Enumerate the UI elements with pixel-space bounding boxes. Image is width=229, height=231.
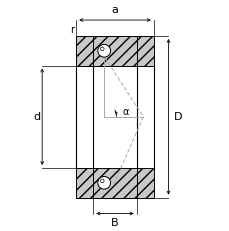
Circle shape <box>97 44 110 57</box>
Bar <box>76 168 93 198</box>
Circle shape <box>100 179 104 183</box>
Bar <box>93 36 136 66</box>
Text: a: a <box>111 6 118 15</box>
Bar <box>93 168 136 198</box>
Bar <box>76 168 93 198</box>
Text: B: B <box>111 218 118 228</box>
Circle shape <box>97 176 110 189</box>
Bar <box>76 66 153 168</box>
Text: α: α <box>122 107 128 117</box>
Text: d: d <box>33 112 40 122</box>
Text: D: D <box>173 112 182 122</box>
Bar <box>93 168 136 198</box>
Text: r: r <box>70 25 74 35</box>
Bar <box>76 36 93 66</box>
Bar <box>76 168 153 198</box>
Bar <box>76 36 153 66</box>
Bar <box>93 36 136 66</box>
Bar <box>76 36 93 66</box>
Circle shape <box>100 47 104 51</box>
